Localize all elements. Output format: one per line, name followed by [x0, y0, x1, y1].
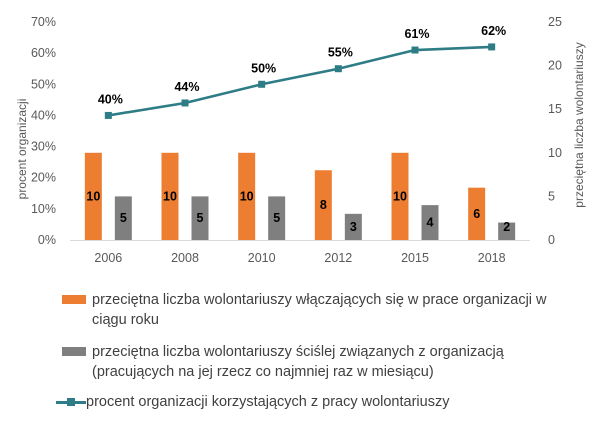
line-data-label: 44% [174, 80, 199, 94]
legend-item-series-1: przeciętna liczba wolontariuszy włączają… [62, 290, 572, 330]
left-tick-label: 0% [38, 233, 56, 247]
bar-label-series-1: 6 [473, 207, 480, 221]
bar-label-series-2: 5 [197, 211, 204, 225]
bar-series-1 [238, 152, 256, 240]
legend-swatch-line-marker [56, 392, 86, 412]
line-data-label: 61% [404, 27, 429, 41]
series-1-bars [84, 152, 486, 240]
line-marker [411, 46, 419, 54]
bar-label-series-2: 5 [120, 211, 127, 225]
x-tick-label: 2012 [324, 251, 352, 265]
line-marker [334, 65, 342, 73]
legend-label-series-2: przeciętna liczba wolontariuszy ściślej … [92, 344, 504, 380]
left-tick-label: 10% [31, 202, 56, 216]
legend-item-series-3: procent organizacji korzystających z pra… [56, 392, 566, 412]
bar-series-1 [468, 187, 486, 240]
series-2-bars [114, 196, 516, 240]
x-axis-ticks: 2006 2008 2010 2012 2015 2018 [94, 251, 505, 265]
right-axis-title: przeciętna liczba wolontariuszy [572, 42, 586, 207]
line-data-label: 62% [481, 24, 506, 38]
left-tick-label: 40% [31, 108, 56, 122]
left-axis-title: procent organizacji [15, 99, 29, 200]
line-marker [488, 43, 496, 51]
left-tick-label: 50% [31, 77, 56, 91]
bar-series-2 [421, 205, 439, 240]
bar-series-2 [114, 196, 132, 240]
x-tick-label: 2006 [94, 251, 122, 265]
bar-label-series-2: 2 [503, 220, 510, 234]
x-tick-label: 2015 [401, 251, 429, 265]
bar-label-series-1: 10 [240, 189, 254, 203]
bar-series-1 [391, 152, 409, 240]
left-tick-label: 30% [31, 140, 56, 154]
line-marker [104, 111, 112, 119]
legend-item-series-2: przeciętna liczba wolontariuszy ściślej … [62, 342, 572, 382]
x-tick-label: 2008 [171, 251, 199, 265]
line-data-labels: 40% 44% 50% 55% 61% 62% [98, 24, 506, 107]
x-tick-label: 2018 [478, 251, 506, 265]
legend-swatch-orange-bar [62, 295, 86, 304]
right-tick-label: 20 [548, 59, 562, 73]
bar-label-series-2: 5 [273, 211, 280, 225]
line-series-3 [108, 45, 492, 117]
left-tick-label: 60% [31, 46, 56, 60]
line-data-label: 50% [251, 61, 276, 75]
right-axis-ticks: 0 5 10 15 20 25 [548, 15, 562, 247]
line-marker [181, 99, 189, 107]
right-tick-label: 0 [548, 233, 555, 247]
series-3-line [104, 43, 496, 119]
legend-label-series-3: procent organizacji korzystających z pra… [86, 394, 450, 410]
bar-series-1 [84, 152, 102, 240]
right-tick-label: 10 [548, 146, 562, 160]
bar-label-series-2: 3 [350, 220, 357, 234]
line-data-label: 40% [98, 92, 123, 106]
line-marker [258, 80, 266, 88]
bar-series-1 [161, 152, 179, 240]
bar-series-2 [344, 213, 362, 240]
bar-label-series-1: 10 [163, 189, 177, 203]
bar-series-2 [498, 222, 516, 240]
bar-series-2 [268, 196, 286, 240]
left-axis-ticks: 0% 10% 20% 30% 40% 50% 60% 70% [31, 15, 56, 247]
legend-swatch-gray-bar [62, 347, 86, 356]
left-tick-label: 20% [31, 171, 56, 185]
right-tick-label: 25 [548, 15, 562, 29]
bar-label-series-1: 8 [320, 198, 327, 212]
bar-data-labels: 10 10 10 8 10 6 5 5 5 3 4 2 [86, 189, 510, 234]
right-tick-label: 15 [548, 102, 562, 116]
left-tick-label: 70% [31, 15, 56, 29]
bar-label-series-2: 4 [427, 216, 434, 230]
bar-label-series-1: 10 [393, 189, 407, 203]
bar-series-1 [314, 170, 332, 240]
bar-series-2 [191, 196, 209, 240]
legend-label-series-1: przeciętna liczba wolontariuszy włączają… [92, 292, 547, 328]
bar-label-series-1: 10 [86, 189, 100, 203]
right-tick-label: 5 [548, 189, 555, 203]
x-tick-label: 2010 [248, 251, 276, 265]
line-data-label: 55% [328, 46, 353, 60]
